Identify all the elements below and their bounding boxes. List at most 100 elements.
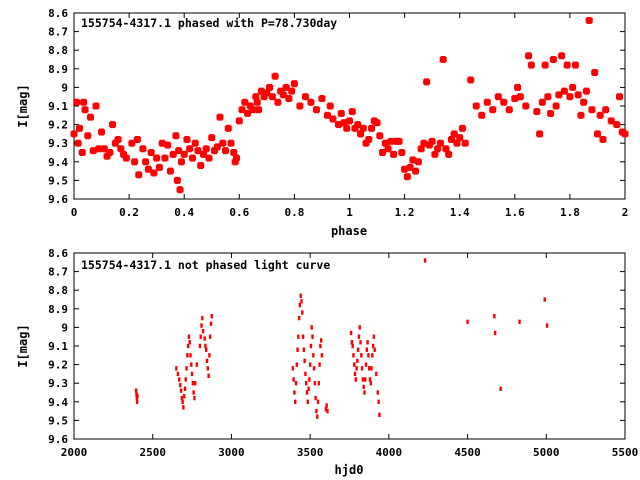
phased-x-tick-label: 0.2 bbox=[119, 206, 139, 219]
unphased-data-point bbox=[198, 343, 202, 349]
phased-data-point bbox=[533, 108, 541, 116]
phased-data-point bbox=[231, 158, 239, 166]
phased-data-point bbox=[249, 106, 257, 114]
phased-data-point bbox=[354, 121, 362, 129]
unphased-x-axis-ticks: 2000 2500 3000 3500 4000 4500 5000 5500 bbox=[61, 253, 638, 459]
phased-data-point bbox=[263, 89, 271, 97]
unphased-data-point bbox=[493, 314, 496, 319]
phased-data-point bbox=[95, 145, 103, 153]
phased-y-tick-label: 8.9 bbox=[48, 63, 68, 76]
unphased-data-point bbox=[299, 293, 302, 298]
unphased-data-point bbox=[199, 334, 202, 339]
unphased-data-point bbox=[205, 358, 209, 364]
unphased-data-point bbox=[356, 358, 359, 364]
unphased-data-point bbox=[350, 340, 354, 345]
phased-y-tick-label: 8.7 bbox=[48, 26, 68, 39]
unphased-data-point bbox=[543, 297, 546, 302]
phased-data-point bbox=[442, 145, 450, 153]
unphased-data-point bbox=[319, 338, 323, 343]
phased-data-point bbox=[147, 149, 155, 156]
phased-data-point bbox=[219, 139, 227, 147]
unphased-data-point bbox=[366, 340, 369, 345]
unphased-data-point bbox=[181, 399, 184, 404]
phased-data-point bbox=[346, 117, 353, 125]
phased-data-point bbox=[271, 72, 279, 80]
phased-data-point bbox=[260, 93, 268, 101]
phased-data-point bbox=[194, 147, 202, 155]
phased-data-point bbox=[268, 93, 276, 101]
phased-data-point bbox=[398, 149, 406, 156]
unphased-data-point bbox=[134, 388, 138, 393]
unphased-data-point bbox=[192, 390, 195, 395]
phased-data-point bbox=[403, 173, 411, 181]
phased-data-point bbox=[453, 139, 461, 147]
phased-data-point bbox=[222, 147, 230, 155]
phased-x-axis-ticks: 0 0.2 0.4 0.6 0.8 1 1.2 1.4 1.6 1.8 2 bbox=[71, 13, 628, 219]
phased-data-point bbox=[76, 124, 84, 132]
unphased-data-point bbox=[303, 358, 306, 364]
unphased-data-point bbox=[376, 390, 380, 395]
unphased-data-point bbox=[518, 319, 521, 325]
unphased-data-point bbox=[316, 399, 320, 404]
phased-data-point bbox=[155, 163, 163, 171]
unphased-y-tick-label: 8.7 bbox=[48, 266, 68, 279]
unphased-data-point bbox=[296, 347, 299, 352]
unphased-x-tick-label: 2000 bbox=[61, 446, 88, 459]
phased-x-tick-label: 0 bbox=[71, 206, 78, 219]
phased-data-point bbox=[538, 98, 546, 106]
unphased-data-point bbox=[183, 386, 187, 391]
phased-data-point bbox=[208, 134, 216, 142]
unphased-data-point bbox=[319, 343, 322, 349]
unphased-data-point bbox=[301, 334, 305, 339]
unphased-data-point bbox=[307, 386, 310, 391]
phased-data-point bbox=[106, 149, 114, 156]
unphased-data-point bbox=[325, 403, 328, 408]
unphased-data-point bbox=[316, 414, 319, 419]
phased-data-point bbox=[591, 69, 599, 77]
unphased-data-point bbox=[190, 362, 193, 367]
phased-data-point bbox=[558, 52, 566, 60]
unphased-data-point bbox=[466, 319, 469, 325]
unphased-data-point bbox=[300, 299, 303, 304]
phased-data-point bbox=[233, 154, 241, 162]
phased-data-point bbox=[536, 130, 544, 138]
unphased-plot-frame bbox=[73, 252, 626, 440]
unphased-data-point bbox=[135, 399, 139, 404]
unphased-data-point bbox=[349, 330, 353, 336]
unphased-data-point bbox=[297, 334, 300, 339]
phased-data-point bbox=[566, 93, 574, 101]
phased-data-point bbox=[318, 95, 326, 103]
phased-data-point bbox=[98, 128, 106, 136]
phased-data-point bbox=[547, 109, 555, 117]
phased-data-point bbox=[525, 52, 533, 60]
phased-data-point bbox=[357, 130, 365, 138]
unphased-data-point bbox=[370, 366, 373, 371]
phased-data-point bbox=[337, 109, 345, 117]
unphased-data-point bbox=[301, 310, 304, 315]
unphased-data-point bbox=[355, 366, 358, 371]
phased-data-point bbox=[602, 106, 610, 114]
unphased-y-tick-label: 9.3 bbox=[48, 377, 68, 390]
phased-data-point bbox=[279, 91, 287, 99]
phased-data-point bbox=[213, 143, 221, 151]
phased-data-point bbox=[563, 61, 571, 69]
phased-data-point bbox=[450, 130, 458, 138]
phased-data-point bbox=[176, 186, 184, 194]
unphased-data-point bbox=[326, 408, 329, 414]
unphased-light-curve-chart: 8.6 8.7 8.8 8.9 9 9.1 9.2 9.3 9.4 9.5 9.6 2000 2500… bbox=[16, 247, 638, 477]
unphased-data-point bbox=[189, 353, 192, 358]
phased-data-point bbox=[489, 106, 497, 114]
unphased-y-tick-label: 9.4 bbox=[48, 396, 68, 409]
phased-data-point bbox=[585, 16, 593, 24]
phased-data-point bbox=[238, 106, 246, 114]
unphased-data-point bbox=[352, 353, 355, 358]
phased-x-tick-label: 1.2 bbox=[395, 206, 415, 219]
phased-data-point bbox=[420, 139, 428, 147]
unphased-data-point bbox=[314, 395, 317, 401]
phased-data-point bbox=[84, 132, 92, 140]
unphased-data-point bbox=[204, 343, 207, 349]
unphased-y-tick-label: 9.5 bbox=[48, 414, 68, 427]
phased-y-tick-label: 9.3 bbox=[48, 137, 68, 150]
unphased-data-point bbox=[298, 302, 302, 308]
unphased-data-point bbox=[375, 371, 378, 377]
